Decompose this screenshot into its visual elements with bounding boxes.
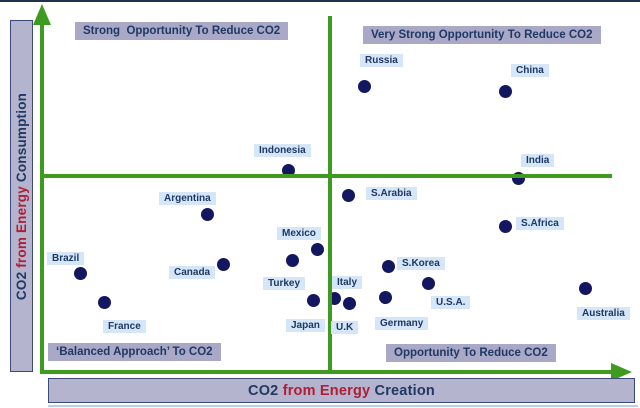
y-axis-title-bar: CO2 from Energy Consumption (10, 20, 33, 372)
data-point-germany (378, 290, 392, 304)
data-point-s-arabia (341, 188, 355, 202)
country-label-s-korea: S.Korea (397, 257, 445, 270)
data-point-argentina (200, 207, 214, 221)
country-label-turkey: Turkey (263, 277, 306, 290)
slide-bottom-border (48, 405, 638, 407)
data-point-canada (216, 257, 230, 271)
x-axis-title-part-2: from Energy (282, 382, 371, 399)
slide-top-border (0, 0, 640, 2)
y-axis-title: CO2 from Energy Consumption (14, 92, 29, 299)
country-label-indonesia: Indonesia (254, 144, 311, 157)
country-label-japan: Japan (286, 319, 325, 332)
y-axis-arrowhead-icon (33, 4, 51, 25)
horizontal-quadrant-divider (42, 174, 612, 178)
x-axis-arrowhead-icon (611, 363, 632, 381)
data-point-russia (357, 79, 371, 93)
data-point-brazil (73, 266, 87, 280)
y-axis-line (40, 24, 44, 372)
y-axis-title-part-1: CO2 (14, 267, 30, 300)
country-label-australia: Australia (577, 307, 630, 320)
country-label-canada: Canada (169, 266, 216, 279)
data-point-turkey (285, 253, 299, 267)
country-label-mexico: Mexico (277, 227, 321, 240)
country-label-germany: Germany (375, 317, 429, 330)
country-label-argentina: Argentina (159, 192, 216, 205)
quadrant-label-bottom-right: Opportunity To Reduce CO2 (386, 344, 556, 362)
country-label-italy: Italy (332, 276, 363, 289)
data-point-china (498, 84, 512, 98)
country-label-u-s-a: U.S.A. (431, 296, 471, 309)
x-axis-line (40, 370, 612, 374)
country-label-china: China (511, 64, 549, 77)
vertical-quadrant-divider (328, 16, 332, 372)
country-label-s-arabia: S.Arabia (366, 187, 417, 200)
data-point-japan (306, 293, 320, 307)
data-point-mexico (310, 242, 324, 256)
country-label-russia: Russia (360, 54, 403, 67)
country-label-u-k: U.K (331, 321, 359, 334)
data-point-u-k (342, 296, 356, 310)
x-axis-title: CO2 from Energy Creation (248, 383, 435, 399)
x-axis-title-part-3: Creation (370, 382, 435, 399)
x-axis-title-bar: CO2 from Energy Creation (48, 378, 635, 403)
x-axis-title-part-1: CO2 (248, 382, 283, 399)
data-point-france (97, 295, 111, 309)
data-point-australia (578, 281, 592, 295)
country-label-france: France (103, 320, 146, 333)
data-point-indonesia (281, 163, 295, 177)
quadrant-label-top-left: Strong Opportunity To Reduce CO2 (75, 22, 289, 40)
country-label-brazil: Brazil (47, 252, 85, 265)
y-axis-title-part-3: Consumption (14, 92, 30, 186)
y-axis-title-part-2: from Energy (14, 185, 30, 268)
data-point-s-korea (381, 259, 395, 273)
country-label-india: India (521, 154, 555, 167)
data-point-u-s-a (421, 276, 435, 290)
country-label-s-africa: S.Africa (516, 217, 564, 230)
data-point-s-africa (498, 219, 512, 233)
quadrant-label-top-right: Very Strong Opportunity To Reduce CO2 (363, 26, 601, 44)
quadrant-label-bottom-left: ‘Balanced Approach’ To CO2 (48, 343, 221, 361)
